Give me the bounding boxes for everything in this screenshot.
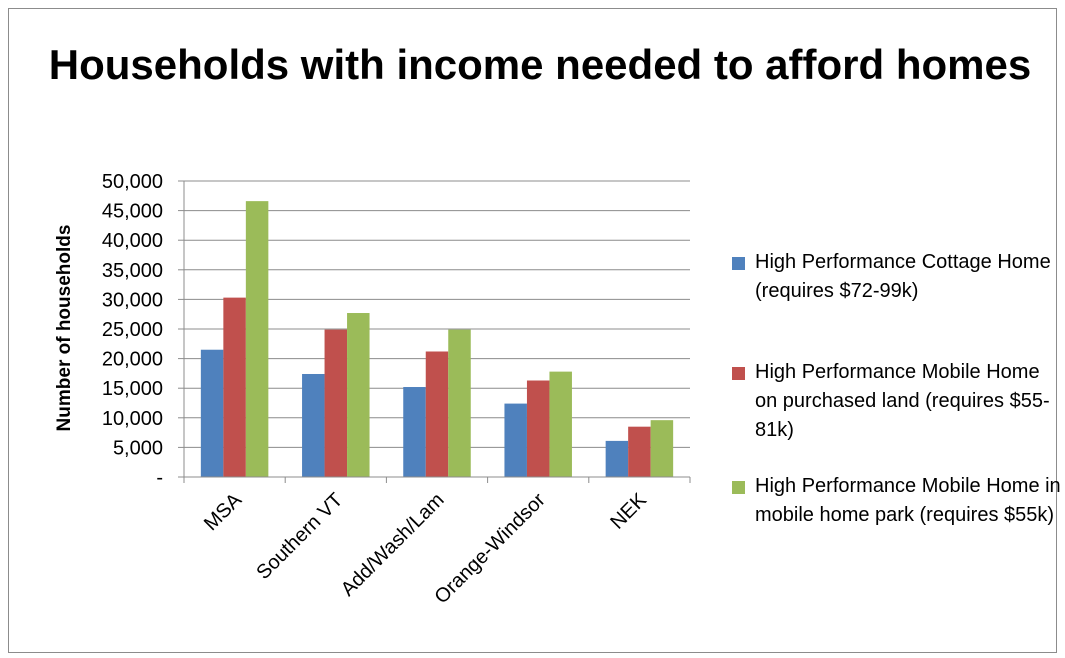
y-tick-label: 10,000 — [102, 408, 163, 430]
legend-item-cottage: High Performance Cottage Home (requires … — [732, 248, 1062, 306]
bar — [650, 420, 674, 477]
bar — [526, 380, 550, 477]
legend-label-cottage: High Performance Cottage Home (requires … — [755, 251, 1051, 302]
y-tick-label: 40,000 — [102, 230, 163, 252]
y-tick-label: 25,000 — [102, 319, 163, 341]
bar — [223, 297, 246, 477]
legend-swatch-mobile-home-park — [732, 481, 745, 494]
bar — [628, 426, 651, 477]
chart-frame — [8, 8, 1057, 653]
y-tick-label: 45,000 — [102, 201, 163, 223]
x-tick-labels: MSA Southern VTAdd/Wash/LamOrange-Windsor… — [200, 489, 651, 609]
legend-item-mobile-home-park: High Performance Mobile Home in mobile h… — [732, 472, 1062, 530]
y-axis-label: Number of households — [54, 225, 75, 432]
bar — [245, 201, 269, 478]
legend-item-mobile-purchased-land: High Performance Mobile Home on purchase… — [732, 358, 1062, 445]
x-tick-label: Southern VT — [252, 489, 347, 584]
y-tick-label: 50,000 — [102, 171, 163, 193]
y-tick-label: 5,000 — [113, 437, 163, 459]
legend-label-mobile-purchased-land: High Performance Mobile Home on purchase… — [755, 361, 1050, 441]
x-tick-label: Orange-Windsor — [430, 489, 550, 609]
bars — [200, 201, 674, 478]
x-tick-label: MSA — [200, 489, 247, 536]
y-tick-label: - — [156, 467, 163, 489]
legend-swatch-cottage — [732, 257, 745, 270]
bar — [504, 403, 527, 477]
bar — [302, 373, 325, 477]
bar — [324, 329, 348, 477]
x-tick-label: Add/Wash/Lam — [337, 489, 449, 601]
x-tick-label: NEK — [606, 489, 651, 534]
y-tick-label: 30,000 — [102, 289, 163, 311]
bar — [200, 349, 224, 477]
bar — [347, 313, 370, 477]
bar — [425, 351, 449, 477]
chart-title: Households with income needed to afford … — [48, 41, 1032, 88]
legend-swatch-mobile-purchased-land — [732, 367, 745, 380]
y-tick-label: 15,000 — [102, 378, 163, 400]
bar — [448, 329, 471, 477]
y-tick-label: 35,000 — [102, 260, 163, 282]
axes — [178, 180, 691, 483]
bar — [549, 371, 572, 477]
legend-label-mobile-home-park: High Performance Mobile Home in mobile h… — [755, 475, 1061, 526]
y-tick-labels: - 5,000 10,000 15,000 20,000 25,000 30,000 35,0… — [102, 171, 163, 489]
bar — [605, 440, 629, 477]
bar — [403, 387, 426, 477]
y-tick-label: 20,000 — [102, 349, 163, 371]
